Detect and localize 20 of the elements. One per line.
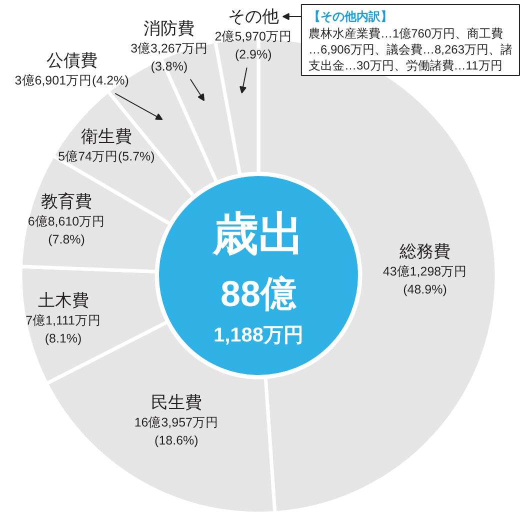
data-label: 3億3,267万円 (3.8%) bbox=[130, 41, 208, 74]
slice-label: 総務費 bbox=[398, 242, 450, 262]
slice-label: 教育費 bbox=[41, 192, 92, 212]
slice-label: その他 bbox=[228, 7, 279, 26]
text: 農林水産業費…1億760万円、商工費…6,906万円、議会費…8,263万円、諸支出金…30万円、労働諸費…11万円 bbox=[308, 26, 513, 73]
text: 88億 1,188万円 bbox=[213, 273, 304, 346]
data-label: 43億1,298万円 (48.9%) bbox=[382, 264, 468, 297]
slice-label: 消防費 bbox=[144, 18, 195, 38]
data-label: 2億5,970万円 (2.9%) bbox=[214, 30, 292, 62]
data-label: 16億3,957万円 (18.6%) bbox=[134, 415, 219, 448]
slice-label: 衛生費 bbox=[80, 127, 132, 146]
data-label: 3億6,901万円(4.2%) bbox=[14, 73, 129, 88]
data-label: 5億74万円(5.7%) bbox=[58, 150, 155, 164]
data-label: 6億8,610万円 (7.8%) bbox=[28, 214, 106, 247]
slice-label: 土木費 bbox=[38, 291, 89, 310]
text: 歳出 bbox=[212, 208, 304, 260]
slice-label: 公債費 bbox=[46, 50, 98, 70]
slice-label: 民生費 bbox=[150, 392, 202, 412]
data-label: 7億1,111万円 (8.1%) bbox=[26, 314, 101, 346]
text: 【その他内訳】 bbox=[308, 10, 392, 24]
